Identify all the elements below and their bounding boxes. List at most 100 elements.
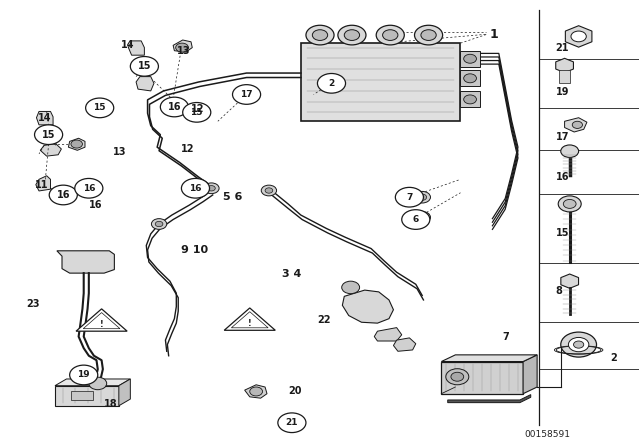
Circle shape [571, 31, 586, 42]
Text: 11: 11 [35, 180, 48, 190]
Circle shape [181, 178, 209, 198]
Text: 20: 20 [288, 387, 301, 396]
Text: 16: 16 [56, 190, 70, 200]
Text: 14: 14 [38, 113, 51, 123]
Text: 14: 14 [121, 40, 134, 50]
Polygon shape [136, 77, 154, 91]
Circle shape [415, 25, 443, 45]
Text: 23: 23 [26, 299, 40, 310]
Text: 12: 12 [181, 144, 195, 154]
Polygon shape [36, 176, 51, 191]
Polygon shape [36, 112, 53, 125]
Polygon shape [561, 274, 579, 289]
Text: 19: 19 [556, 87, 569, 97]
Circle shape [261, 185, 276, 196]
Text: 8: 8 [556, 286, 563, 296]
FancyBboxPatch shape [559, 70, 570, 83]
Circle shape [156, 221, 163, 227]
Text: 21: 21 [285, 418, 298, 427]
Text: 16: 16 [189, 184, 202, 193]
Circle shape [86, 98, 114, 118]
FancyBboxPatch shape [71, 392, 93, 401]
Polygon shape [76, 309, 127, 331]
Circle shape [396, 187, 424, 207]
Circle shape [414, 191, 431, 203]
Circle shape [572, 121, 582, 129]
Circle shape [568, 337, 589, 352]
Circle shape [250, 387, 262, 396]
Text: 12: 12 [191, 104, 205, 114]
Text: 15: 15 [42, 129, 55, 140]
Polygon shape [564, 118, 587, 132]
Circle shape [75, 178, 103, 198]
Text: 16: 16 [83, 184, 95, 193]
Polygon shape [556, 58, 573, 73]
Circle shape [338, 25, 366, 45]
Circle shape [161, 97, 188, 117]
Polygon shape [129, 41, 145, 55]
Circle shape [402, 210, 430, 229]
Polygon shape [119, 379, 131, 406]
Polygon shape [68, 138, 85, 151]
Text: 21: 21 [556, 43, 569, 52]
Circle shape [561, 145, 579, 157]
Polygon shape [173, 40, 192, 52]
Text: 3 4: 3 4 [282, 269, 301, 279]
Text: 16: 16 [89, 200, 102, 210]
Circle shape [152, 219, 167, 229]
Polygon shape [244, 385, 267, 398]
Text: 22: 22 [317, 315, 331, 325]
Text: !: ! [248, 319, 252, 328]
Circle shape [175, 43, 188, 52]
FancyBboxPatch shape [55, 386, 119, 406]
Circle shape [342, 281, 360, 294]
Text: 2: 2 [328, 79, 335, 88]
Circle shape [317, 73, 346, 93]
Polygon shape [565, 26, 592, 47]
Circle shape [383, 30, 398, 40]
Text: 16: 16 [556, 172, 569, 182]
FancyBboxPatch shape [442, 362, 523, 394]
Circle shape [207, 185, 215, 191]
FancyBboxPatch shape [461, 51, 479, 67]
Circle shape [464, 95, 476, 104]
Circle shape [376, 25, 404, 45]
Text: 16: 16 [168, 102, 181, 112]
Circle shape [563, 199, 576, 208]
Polygon shape [448, 395, 531, 403]
Text: 15: 15 [138, 61, 151, 71]
Polygon shape [40, 144, 61, 156]
Polygon shape [394, 338, 416, 351]
Circle shape [451, 372, 464, 381]
Circle shape [306, 25, 334, 45]
Text: !: ! [100, 320, 104, 329]
Text: 17: 17 [240, 90, 253, 99]
Circle shape [446, 369, 468, 385]
Text: 1: 1 [489, 28, 498, 41]
Text: 7: 7 [406, 193, 413, 202]
Circle shape [278, 413, 306, 433]
Text: 7: 7 [502, 332, 509, 341]
Polygon shape [57, 251, 115, 273]
Text: 15: 15 [556, 228, 569, 238]
Circle shape [561, 332, 596, 357]
Circle shape [573, 341, 584, 348]
Circle shape [70, 365, 98, 385]
Text: 00158591: 00158591 [524, 430, 570, 439]
Text: 5 6: 5 6 [223, 192, 243, 202]
Circle shape [464, 74, 476, 83]
Circle shape [414, 211, 431, 223]
Text: 19: 19 [77, 370, 90, 379]
Circle shape [464, 54, 476, 63]
Text: 18: 18 [104, 399, 118, 409]
Circle shape [344, 30, 360, 40]
Polygon shape [374, 327, 402, 341]
Circle shape [418, 214, 427, 220]
FancyBboxPatch shape [461, 70, 479, 86]
Circle shape [71, 140, 83, 148]
Text: 13: 13 [177, 46, 191, 56]
Text: 17: 17 [556, 132, 569, 142]
Polygon shape [83, 313, 120, 329]
Circle shape [232, 85, 260, 104]
Circle shape [312, 30, 328, 40]
